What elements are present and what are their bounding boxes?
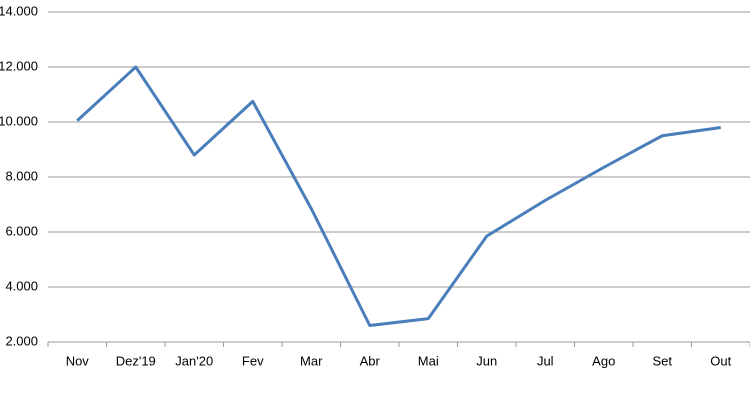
x-tick-label: Nov: [66, 353, 90, 368]
x-tick-label: Ago: [592, 353, 615, 368]
x-tick-label: Out: [710, 353, 731, 368]
x-tick-label: Jul: [537, 353, 554, 368]
x-tick-label: Fev: [242, 353, 264, 368]
x-tick-label: Set: [652, 353, 672, 368]
y-tick-label: 8.000: [5, 168, 38, 183]
y-tick-label: 6.000: [5, 223, 38, 238]
x-tick-label: Abr: [360, 353, 381, 368]
y-tick-label: 10.000: [0, 113, 38, 128]
x-tick-label: Jun: [476, 353, 497, 368]
x-tick-label: Mai: [418, 353, 439, 368]
y-tick-label: 4.000: [5, 278, 38, 293]
y-tick-label: 14.000: [0, 3, 38, 18]
y-tick-label: 12.000: [0, 58, 38, 73]
x-tick-label: Jan'20: [175, 353, 213, 368]
data-line: [76, 65, 721, 327]
x-tick-label: Mar: [300, 353, 323, 368]
x-tick-label: Dez'19: [116, 353, 156, 368]
y-tick-label: 2.000: [5, 333, 38, 348]
